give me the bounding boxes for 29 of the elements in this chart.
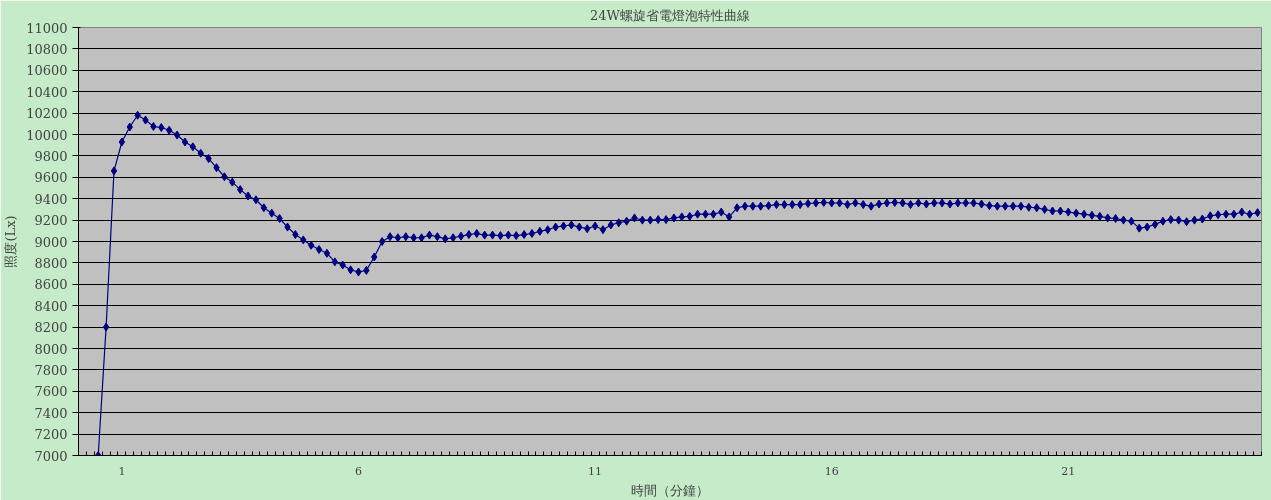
- y-tick-label: 7600: [34, 384, 68, 400]
- x-tick-label: 6: [354, 464, 362, 478]
- y-tick-label: 8000: [34, 341, 68, 357]
- x-axis-title: 時間（分鐘）: [631, 482, 709, 498]
- y-tick-label: 10600: [26, 63, 68, 79]
- y-tick-label: 10200: [26, 106, 68, 122]
- y-tick-label: 11000: [26, 20, 68, 36]
- y-tick-label: 9200: [34, 213, 68, 229]
- chart-title: 24W螺旋省電燈泡特性曲線: [590, 7, 750, 23]
- y-tick-label: 10000: [26, 127, 68, 143]
- y-tick-label: 7400: [34, 405, 68, 421]
- y-tick-label: 9600: [34, 170, 68, 186]
- y-tick-label: 10400: [26, 84, 68, 100]
- y-tick-label: 8400: [34, 298, 68, 314]
- y-tick-label: 10800: [26, 41, 68, 57]
- x-tick-label: 11: [588, 464, 603, 478]
- y-tick-label: 8800: [34, 255, 68, 271]
- y-tick-label: 9800: [34, 148, 68, 164]
- y-tick-label: 8200: [34, 320, 68, 336]
- x-tick-label: 1: [118, 464, 126, 478]
- y-tick-label: 8600: [34, 277, 68, 293]
- y-tick-label: 9000: [34, 234, 68, 250]
- x-tick-label: 21: [1061, 464, 1076, 478]
- y-axis-title: 照度(Lx): [3, 215, 19, 268]
- x-tick-label: 16: [824, 464, 839, 478]
- y-tick-label: 9400: [34, 191, 68, 207]
- y-tick-label: 7000: [34, 448, 68, 464]
- y-tick-label: 7200: [34, 427, 68, 443]
- y-tick-label: 7800: [34, 362, 68, 378]
